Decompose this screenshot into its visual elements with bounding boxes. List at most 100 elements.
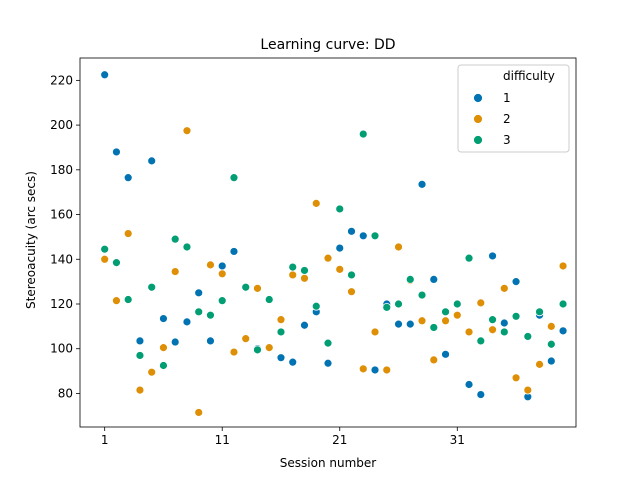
data-point bbox=[464, 327, 474, 337]
data-point bbox=[147, 367, 157, 377]
data-point bbox=[135, 336, 145, 346]
data-point bbox=[417, 290, 427, 300]
data-point bbox=[511, 277, 521, 287]
x-tick-label: 1 bbox=[101, 433, 109, 447]
data-point bbox=[405, 274, 415, 284]
series-3 bbox=[100, 129, 568, 370]
data-point bbox=[123, 229, 133, 238]
data-point bbox=[323, 253, 333, 263]
data-point bbox=[452, 299, 462, 309]
data-point bbox=[206, 260, 215, 270]
data-point bbox=[123, 173, 133, 183]
data-point bbox=[347, 270, 356, 280]
data-point bbox=[347, 226, 356, 236]
data-point bbox=[217, 269, 227, 279]
data-point bbox=[241, 334, 251, 344]
y-tick-label: 120 bbox=[50, 297, 73, 311]
legend-label: 1 bbox=[503, 91, 511, 105]
data-point bbox=[159, 343, 168, 353]
legend-marker bbox=[473, 93, 483, 103]
data-point bbox=[159, 314, 168, 323]
legend-box bbox=[457, 64, 570, 153]
data-point bbox=[535, 307, 544, 317]
legend-label: 3 bbox=[503, 133, 511, 147]
data-point bbox=[288, 357, 298, 367]
data-point bbox=[499, 318, 509, 328]
data-point bbox=[523, 332, 533, 341]
data-point bbox=[558, 326, 568, 336]
data-point bbox=[499, 283, 509, 293]
legend-title: difficulty bbox=[503, 69, 555, 83]
data-point bbox=[288, 270, 298, 280]
data-point bbox=[546, 339, 556, 349]
data-point bbox=[241, 282, 251, 292]
data-point bbox=[276, 315, 286, 325]
y-tick-label: 140 bbox=[50, 252, 73, 266]
data-point bbox=[358, 129, 368, 139]
data-point bbox=[300, 320, 309, 330]
data-point bbox=[229, 173, 239, 183]
data-point bbox=[370, 231, 380, 241]
data-point bbox=[417, 179, 427, 189]
data-point bbox=[323, 358, 333, 368]
data-point bbox=[511, 373, 521, 383]
data-point bbox=[182, 242, 192, 252]
y-tick-label: 200 bbox=[50, 118, 73, 132]
data-point bbox=[429, 323, 439, 332]
data-point bbox=[123, 295, 133, 304]
data-point bbox=[370, 327, 380, 337]
data-point bbox=[499, 327, 509, 337]
data-point bbox=[300, 273, 309, 283]
data-point bbox=[394, 242, 403, 252]
data-point bbox=[112, 147, 121, 157]
data-point bbox=[206, 310, 215, 320]
data-point bbox=[264, 343, 274, 353]
data-point bbox=[264, 295, 274, 304]
data-point bbox=[194, 307, 204, 317]
chart-title: Learning curve: DD bbox=[260, 37, 395, 53]
legend-label: 2 bbox=[503, 112, 511, 126]
data-point bbox=[135, 385, 145, 395]
data-point bbox=[170, 267, 180, 276]
data-point bbox=[394, 319, 403, 329]
y-axis-label: Stereoacuity (arc secs) bbox=[24, 171, 38, 309]
scatter-points bbox=[100, 70, 568, 417]
y-tick-label: 180 bbox=[50, 163, 73, 177]
data-point bbox=[370, 365, 380, 375]
data-point bbox=[347, 287, 356, 297]
data-point bbox=[535, 359, 544, 369]
data-point bbox=[405, 319, 415, 329]
data-point bbox=[182, 317, 192, 327]
x-tick-label: 11 bbox=[215, 433, 230, 447]
data-point bbox=[452, 310, 462, 320]
data-point bbox=[253, 283, 262, 293]
x-tick-label: 31 bbox=[450, 433, 465, 447]
axes-frame bbox=[79, 57, 577, 428]
data-point bbox=[476, 390, 486, 399]
data-point bbox=[382, 365, 392, 375]
data-point bbox=[488, 251, 497, 261]
data-point bbox=[147, 156, 157, 166]
data-point bbox=[335, 243, 345, 253]
data-point bbox=[464, 380, 474, 389]
data-point bbox=[276, 327, 286, 337]
data-point bbox=[194, 288, 204, 298]
data-point bbox=[546, 321, 556, 331]
legend: difficulty 1 2 3 bbox=[457, 64, 570, 153]
data-point bbox=[217, 261, 227, 271]
data-point bbox=[511, 311, 521, 321]
data-point bbox=[206, 336, 215, 346]
data-point bbox=[276, 353, 286, 363]
y-tick-label: 220 bbox=[50, 73, 73, 87]
data-point bbox=[100, 254, 110, 264]
data-point bbox=[417, 316, 427, 326]
data-point bbox=[323, 338, 333, 348]
data-point bbox=[288, 262, 298, 272]
data-point bbox=[217, 296, 227, 306]
data-point bbox=[253, 345, 262, 355]
data-point bbox=[441, 316, 450, 326]
data-point bbox=[100, 244, 110, 254]
data-point bbox=[100, 70, 110, 80]
data-point bbox=[311, 301, 321, 311]
